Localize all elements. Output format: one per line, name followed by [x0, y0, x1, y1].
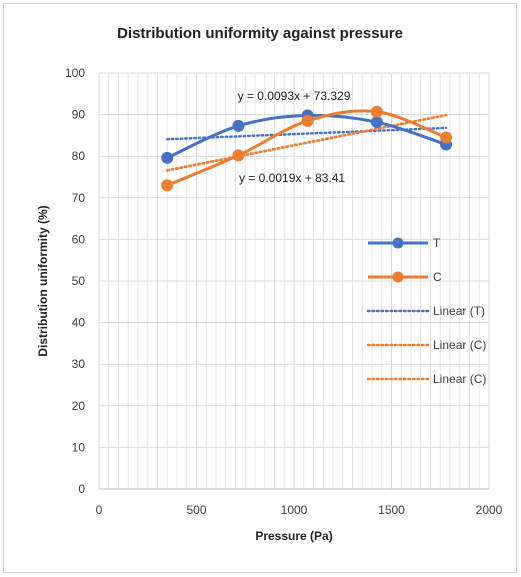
legend-label: Linear (C) [433, 338, 486, 352]
legend-label: T [433, 236, 441, 250]
series-point-t [370, 116, 383, 129]
series-point-t [161, 151, 174, 164]
y-tick-label: 30 [72, 357, 86, 371]
legend: T C Linear (T) Linear (C) Linear (C) [366, 236, 486, 386]
y-tick-label: 50 [72, 274, 86, 288]
grid [98, 72, 490, 490]
trendline-equation: y = 0.0093x + 73.329 [238, 89, 351, 103]
legend-label: C [433, 270, 442, 284]
series-point-c [301, 114, 314, 127]
x-tick-label: 1500 [378, 503, 405, 517]
series-point-c [440, 131, 453, 144]
trendline-t [166, 126, 448, 141]
series-point-c [161, 179, 174, 192]
series-group [161, 105, 453, 192]
trendlines [166, 113, 448, 172]
y-tick-label: 100 [65, 66, 85, 80]
annotations: y = 0.0093x + 73.329 y = 0.0019x + 83.41 [238, 89, 351, 185]
trendline-equation: y = 0.0019x + 83.41 [239, 171, 345, 185]
series-point-c [232, 149, 245, 162]
y-tick-label: 70 [72, 191, 86, 205]
series-point-t [232, 119, 245, 132]
y-axis-title: Distribution uniformity (%) [36, 205, 50, 356]
chart-title: Distribution uniformity against pressure [117, 25, 403, 42]
legend-label: Linear (T) [433, 304, 485, 318]
series-point-c [370, 105, 383, 118]
chart-frame [3, 3, 517, 573]
y-tick-label: 10 [72, 440, 86, 454]
x-tick-label: 500 [186, 503, 206, 517]
y-tick-label: 20 [72, 399, 86, 413]
x-tick-label: 0 [96, 503, 103, 517]
y-tick-label: 80 [72, 149, 86, 163]
legend-label: Linear (C) [433, 372, 486, 386]
x-axis-title: Pressure (Pa) [255, 529, 332, 543]
x-tick-label: 1000 [281, 503, 308, 517]
trendline-c [166, 113, 448, 172]
legend-marker [392, 271, 404, 283]
y-tick-label: 40 [72, 316, 86, 330]
y-tick-label: 90 [72, 108, 86, 122]
y-tick-label: 60 [72, 232, 86, 246]
y-tick-label: 0 [78, 482, 85, 496]
x-tick-label: 2000 [476, 503, 503, 517]
legend-marker [392, 237, 404, 249]
